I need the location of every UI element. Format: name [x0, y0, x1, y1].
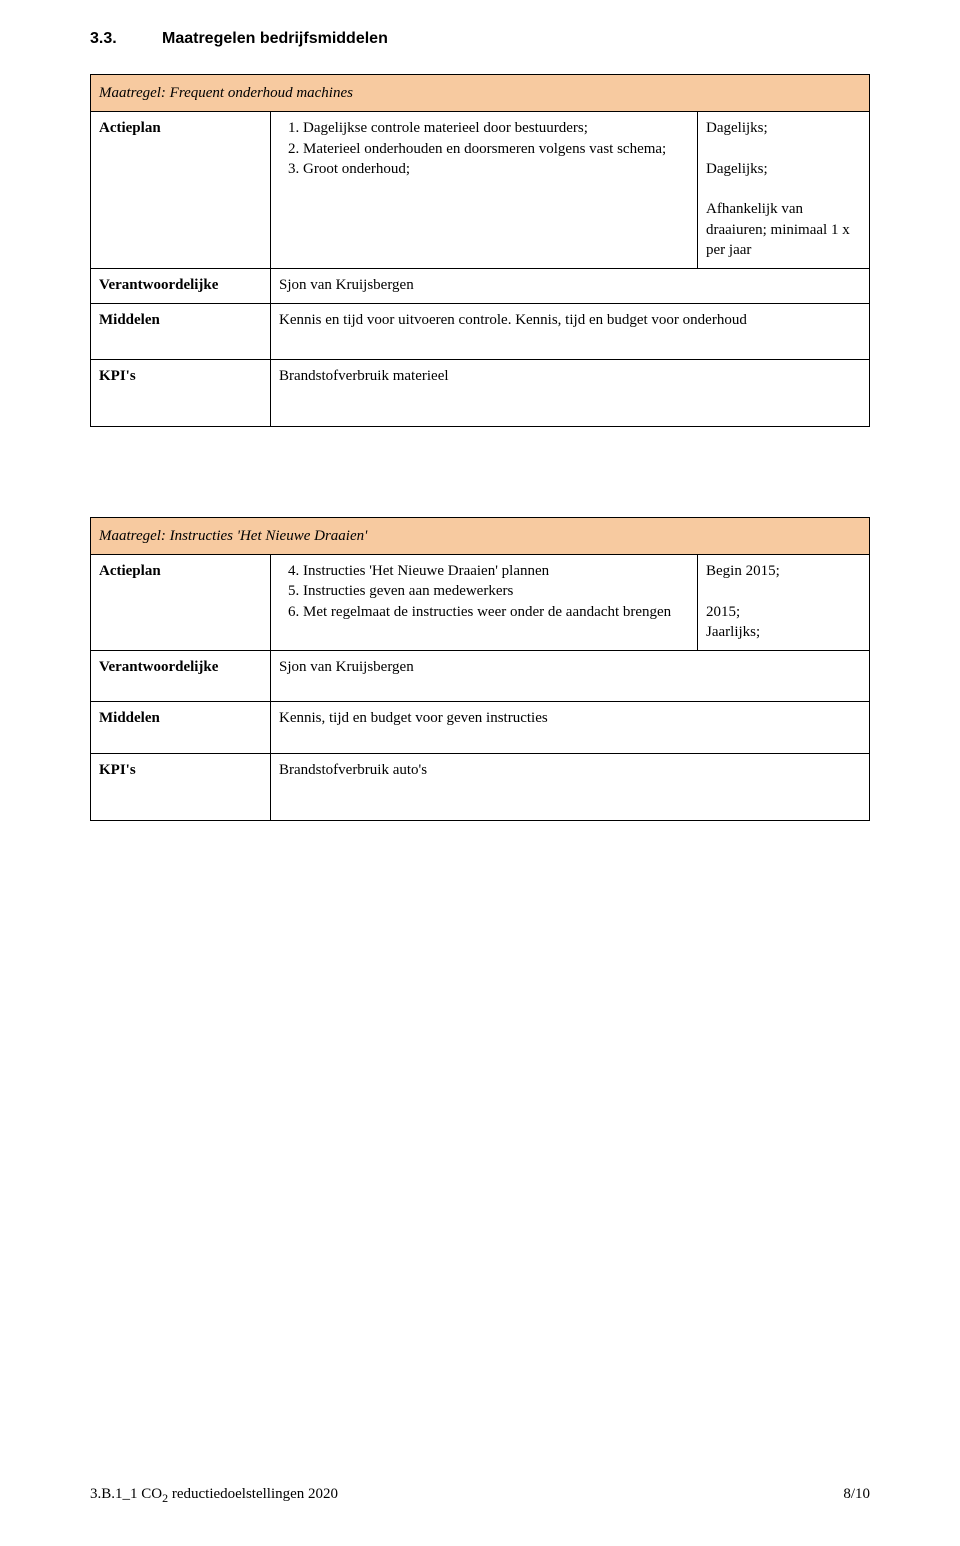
measure-table-2: Maatregel: Instructies 'Het Nieuwe Draai… — [90, 517, 870, 821]
actieplan-item: Materieel onderhouden en doorsmeren volg… — [303, 139, 689, 159]
actieplan-right-line: Dagelijks; — [706, 118, 861, 138]
actieplan-right-line — [706, 139, 861, 159]
actieplan-label: Actieplan — [91, 555, 271, 651]
actieplan-right-line — [706, 179, 861, 199]
measure-title: Maatregel: Instructies 'Het Nieuwe Draai… — [91, 517, 870, 554]
footer-page-number: 8/10 — [843, 1486, 870, 1506]
section-number: 3.3. — [90, 30, 162, 48]
kpis-label: KPI's — [91, 753, 271, 820]
actieplan-right-line: Jaarlijks; — [706, 622, 861, 642]
kpis-label: KPI's — [91, 359, 271, 426]
actieplan-row: Actieplan Instructies 'Het Nieuwe Draaie… — [91, 555, 870, 651]
measure-title: Maatregel: Frequent onderhoud machines — [91, 75, 870, 112]
middelen-row: Middelen Kennis en tijd voor uitvoeren c… — [91, 304, 870, 359]
actieplan-label: Actieplan — [91, 112, 271, 269]
actieplan-items-cell: Dagelijkse controle materieel door bestu… — [271, 112, 698, 269]
middelen-value: Kennis en tijd voor uitvoeren controle. … — [271, 304, 870, 359]
middelen-row: Middelen Kennis, tijd en budget voor gev… — [91, 702, 870, 753]
measure-title-row: Maatregel: Frequent onderhoud machines — [91, 75, 870, 112]
actieplan-item: Groot onderhoud; — [303, 159, 689, 179]
actieplan-items-cell: Instructies 'Het Nieuwe Draaien' plannen… — [271, 555, 698, 651]
middelen-value: Kennis, tijd en budget voor geven instru… — [271, 702, 870, 753]
measure-table-1: Maatregel: Frequent onderhoud machines A… — [90, 74, 870, 427]
actieplan-right: Dagelijks; Dagelijks; Afhankelijk van dr… — [698, 112, 870, 269]
actieplan-right-line: Afhankelijk van draaiuren; minimaal 1 x … — [706, 199, 861, 260]
actieplan-right-line: 2015; — [706, 602, 861, 622]
actieplan-item: Instructies geven aan medewerkers — [303, 581, 689, 601]
verantwoordelijke-value: Sjon van Kruijsbergen — [271, 651, 870, 702]
verantwoordelijke-row: Verantwoordelijke Sjon van Kruijsbergen — [91, 651, 870, 702]
verantwoordelijke-label: Verantwoordelijke — [91, 269, 271, 304]
actieplan-right-line — [706, 581, 861, 601]
verantwoordelijke-row: Verantwoordelijke Sjon van Kruijsbergen — [91, 269, 870, 304]
footer-left-pre: 3.B.1_1 CO — [90, 1486, 162, 1502]
verantwoordelijke-label: Verantwoordelijke — [91, 651, 271, 702]
actieplan-item: Dagelijkse controle materieel door bestu… — [303, 118, 689, 138]
kpis-value: Brandstofverbruik auto's — [271, 753, 870, 820]
actieplan-list: Dagelijkse controle materieel door bestu… — [279, 118, 689, 179]
page-footer: 3.B.1_1 CO2 reductiedoelstellingen 2020 … — [90, 1486, 870, 1506]
actieplan-right: Begin 2015; 2015;Jaarlijks; — [698, 555, 870, 651]
actieplan-row: Actieplan Dagelijkse controle materieel … — [91, 112, 870, 269]
middelen-label: Middelen — [91, 702, 271, 753]
section-heading: 3.3.Maatregelen bedrijfsmiddelen — [90, 30, 870, 48]
kpis-row: KPI's Brandstofverbruik materieel — [91, 359, 870, 426]
measure-title-row: Maatregel: Instructies 'Het Nieuwe Draai… — [91, 517, 870, 554]
verantwoordelijke-value: Sjon van Kruijsbergen — [271, 269, 870, 304]
kpis-value: Brandstofverbruik materieel — [271, 359, 870, 426]
footer-left: 3.B.1_1 CO2 reductiedoelstellingen 2020 — [90, 1486, 338, 1506]
actieplan-item: Instructies 'Het Nieuwe Draaien' plannen — [303, 561, 689, 581]
actieplan-right-line: Begin 2015; — [706, 561, 861, 581]
middelen-label: Middelen — [91, 304, 271, 359]
section-title: Maatregelen bedrijfsmiddelen — [162, 30, 388, 47]
actieplan-right-line: Dagelijks; — [706, 159, 861, 179]
actieplan-list: Instructies 'Het Nieuwe Draaien' plannen… — [279, 561, 689, 622]
footer-left-post: reductiedoelstellingen 2020 — [168, 1486, 338, 1502]
actieplan-item: Met regelmaat de instructies weer onder … — [303, 602, 689, 622]
kpis-row: KPI's Brandstofverbruik auto's — [91, 753, 870, 820]
